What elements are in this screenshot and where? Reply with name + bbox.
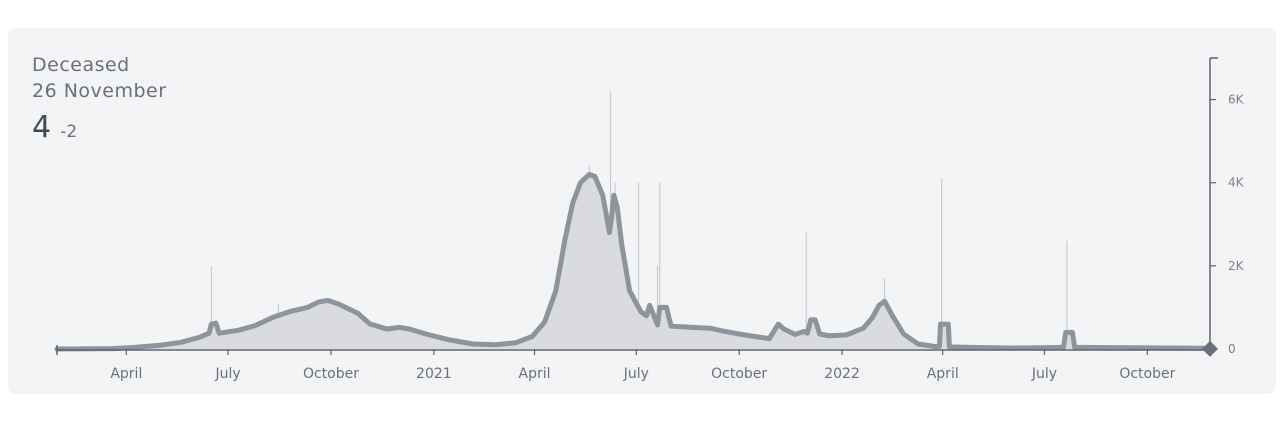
x-tick-label-9: July xyxy=(1031,366,1057,382)
current-marker[interactable] xyxy=(1202,340,1218,357)
metric-delta: -2 xyxy=(60,122,78,142)
metric-title: Deceased xyxy=(32,54,130,76)
marker-diamond[interactable] xyxy=(1202,340,1218,357)
y-tick-label-2: 4K xyxy=(1228,176,1245,190)
x-tick-label-2: October xyxy=(303,366,359,382)
x-tick-label-8: April xyxy=(927,366,959,382)
x-tick-label-3: 2021 xyxy=(416,366,452,382)
average-line xyxy=(54,171,1213,352)
value-row: 4 -2 xyxy=(32,110,167,145)
chart-header: Deceased 26 November 4 -2 xyxy=(32,52,167,145)
x-tick-label-7: 2022 xyxy=(824,366,860,382)
x-tick-label-5: July xyxy=(623,366,649,382)
y-axis: 0 2K 4K 6K xyxy=(1209,57,1245,356)
y-tick-label-0: 0 xyxy=(1228,342,1236,356)
x-tick-label-10: October xyxy=(1119,366,1175,382)
x-tick-label-1: July xyxy=(215,366,241,382)
y-tick-label-3: 6K xyxy=(1228,93,1245,107)
selected-date: 26 November xyxy=(32,80,167,102)
average-area xyxy=(57,174,1210,349)
x-tick-label-4: April xyxy=(519,366,551,382)
x-axis: April July October 2021 April July October 2022… xyxy=(56,345,1210,382)
x-tick-label-6: October xyxy=(711,366,767,382)
metric-value: 4 xyxy=(32,110,52,145)
y-tick-label-1: 2K xyxy=(1228,259,1245,273)
x-tick-label-0: April xyxy=(110,366,142,382)
